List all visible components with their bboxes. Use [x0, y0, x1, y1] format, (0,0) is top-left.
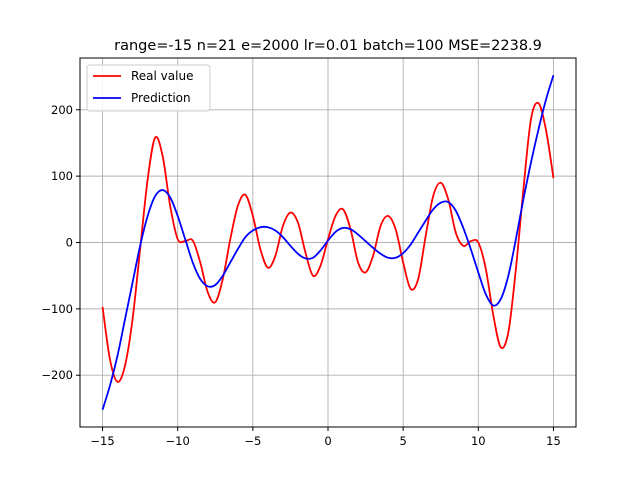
y-tick-label: 0 — [66, 236, 73, 250]
y-tick-label: 200 — [51, 103, 73, 117]
x-tick-label: 15 — [546, 434, 561, 448]
x-tick-label: −10 — [166, 434, 190, 448]
x-tick-label: −15 — [90, 434, 114, 448]
y-tick-label: 100 — [51, 169, 73, 183]
y-tick-label: −100 — [41, 302, 73, 316]
chart-title: range=-15 n=21 e=2000 lr=0.01 batch=100 … — [114, 38, 542, 54]
y-tick-label: −200 — [41, 368, 73, 382]
series-layer — [101, 74, 555, 411]
legend: Real value Prediction — [86, 64, 211, 112]
series-line-prediction — [101, 74, 555, 411]
x-tick-label: 5 — [399, 434, 406, 448]
x-tick-label: −5 — [244, 434, 261, 448]
grid — [80, 58, 576, 427]
legend-label-real-value: Real value — [131, 69, 193, 83]
x-tick-label: 0 — [324, 434, 331, 448]
legend-label-prediction: Prediction — [131, 91, 191, 105]
axis-ticks: −15 −10 −5 0 5 10 15 −200 −100 0 100 200 — [41, 103, 560, 448]
x-tick-label: 10 — [471, 434, 486, 448]
